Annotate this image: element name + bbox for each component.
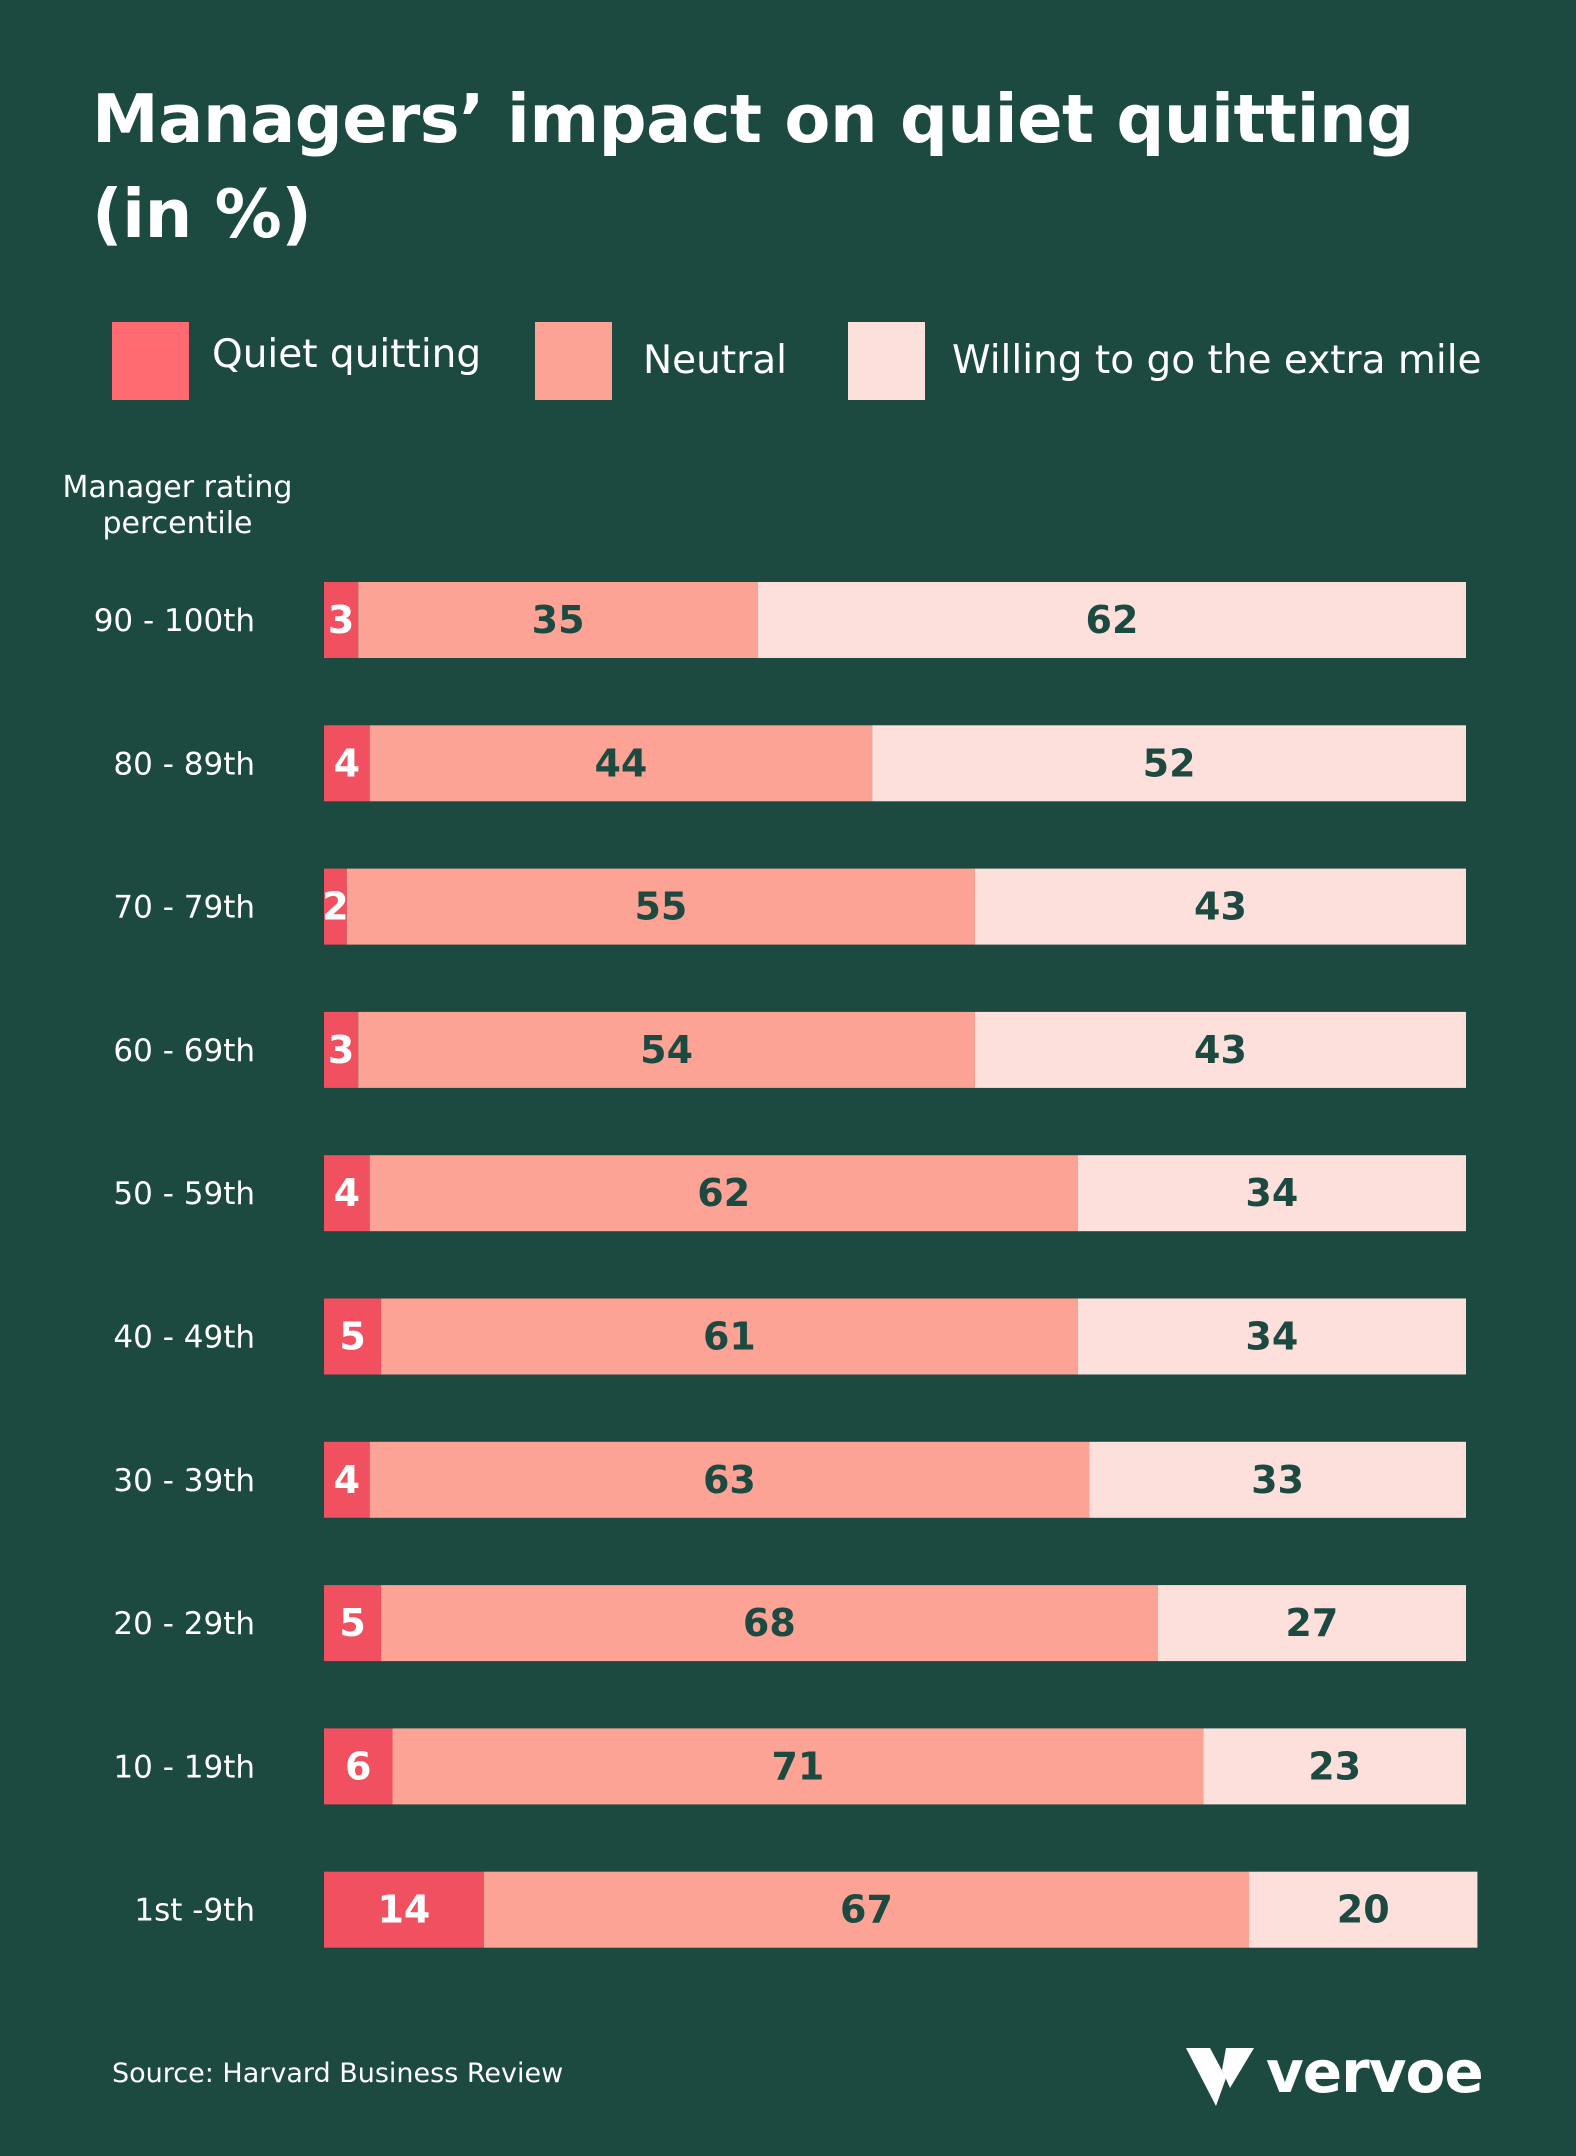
- data-label-neutral: 71: [771, 1744, 824, 1788]
- bar-segment-quiet-quitting: [324, 1585, 382, 1662]
- bar-segment-willing-to-go-the-extra-mile: [1077, 1155, 1466, 1232]
- bar-segment-willing-to-go-the-extra-mile: [1249, 1871, 1478, 1948]
- data-label-neutral: 35: [532, 598, 585, 642]
- bar-row: 20 - 29th 5 68 27: [113, 1585, 1466, 1662]
- bar-segment-quiet-quitting: [324, 1728, 393, 1805]
- data-label-neutral: 54: [640, 1028, 693, 1072]
- bar-segment-quiet-quitting: [324, 1155, 370, 1232]
- data-label-neutral: 55: [634, 885, 687, 929]
- bar-row: 30 - 39th 4 63 33: [113, 1441, 1466, 1518]
- bar-segment-willing-to-go-the-extra-mile: [1157, 1585, 1466, 1662]
- data-label-willing-to-go-the-extra-mile: 34: [1245, 1171, 1298, 1215]
- axis-title: Manager rating percentile: [62, 470, 293, 541]
- bar-segment-willing-to-go-the-extra-mile: [872, 725, 1466, 802]
- bar-row: 90 - 100th 3 35 62: [94, 582, 1466, 658]
- category-label: 10 - 19th: [113, 1749, 255, 1785]
- category-label: 30 - 39th: [113, 1463, 255, 1499]
- data-label-willing-to-go-the-extra-mile: 23: [1308, 1744, 1361, 1788]
- bar-segment-quiet-quitting: [324, 1011, 359, 1088]
- bar-row: 50 - 59th 4 62 34: [113, 1155, 1466, 1232]
- data-label-neutral: 44: [594, 741, 647, 785]
- category-label: 20 - 29th: [113, 1606, 255, 1642]
- bar-segment-neutral: [381, 1585, 1158, 1662]
- data-label-willing-to-go-the-extra-mile: 27: [1285, 1601, 1338, 1645]
- legend-label-extra-mile: Willing to go the extra mile: [952, 338, 1482, 383]
- bar-segment-neutral: [346, 868, 975, 945]
- bar-segment-willing-to-go-the-extra-mile: [1203, 1728, 1466, 1805]
- data-label-willing-to-go-the-extra-mile: 62: [1086, 598, 1139, 642]
- bar-segment-willing-to-go-the-extra-mile: [1077, 1298, 1466, 1375]
- bar-segment-quiet-quitting: [324, 582, 359, 658]
- legend-swatch-extra-mile: [848, 322, 925, 400]
- bar-segment-neutral: [369, 725, 873, 802]
- bar-segment-quiet-quitting: [324, 1871, 484, 1948]
- bar-row: 40 - 49th 5 61 34: [113, 1298, 1466, 1375]
- bar-segment-neutral: [381, 1298, 1078, 1375]
- bar-segment-quiet-quitting: [324, 725, 370, 802]
- data-label-neutral: 67: [840, 1888, 893, 1932]
- data-label-neutral: 63: [703, 1458, 756, 1502]
- bar-segment-neutral: [392, 1728, 1204, 1805]
- brand-wordmark: vervoe: [1266, 2038, 1484, 2106]
- data-label-neutral: 62: [697, 1171, 750, 1215]
- vervoe-logo-icon: [1186, 2048, 1254, 2106]
- data-label-quiet-quitting: 14: [377, 1888, 430, 1932]
- bar-segment-neutral: [358, 1011, 975, 1088]
- bar-row: 70 - 79th 2 55 43: [113, 868, 1466, 945]
- bar-segment-neutral: [369, 1155, 1078, 1232]
- category-label: 1st -9th: [134, 1893, 255, 1929]
- data-label-quiet-quitting: 4: [334, 1458, 360, 1502]
- bar-segment-quiet-quitting: [324, 1298, 382, 1375]
- bar-segment-willing-to-go-the-extra-mile: [974, 868, 1466, 945]
- legend-label-neutral: Neutral: [643, 338, 787, 383]
- category-label: 60 - 69th: [113, 1033, 255, 1069]
- bar-segment-neutral: [358, 582, 758, 658]
- bar-segment-quiet-quitting: [324, 868, 347, 945]
- bar-segment-willing-to-go-the-extra-mile: [1089, 1441, 1466, 1518]
- bar-segment-willing-to-go-the-extra-mile: [974, 1011, 1466, 1088]
- bar-segment-neutral: [483, 1871, 1250, 1948]
- data-label-neutral: 61: [703, 1315, 756, 1359]
- category-label: 70 - 79th: [113, 890, 255, 926]
- category-label: 50 - 59th: [113, 1176, 255, 1212]
- bar-segment-willing-to-go-the-extra-mile: [757, 582, 1466, 658]
- chart-title: Managers’ impact on quiet quitting (in %…: [92, 80, 1414, 253]
- bar-row: 60 - 69th 3 54 43: [113, 1011, 1466, 1088]
- legend-swatch-neutral: [535, 322, 612, 400]
- data-label-quiet-quitting: 5: [339, 1601, 365, 1645]
- data-label-quiet-quitting: 4: [334, 1171, 360, 1215]
- data-label-quiet-quitting: 4: [334, 741, 360, 785]
- data-label-quiet-quitting: 5: [339, 1315, 365, 1359]
- legend-swatch-quiet-quitting: [112, 322, 189, 400]
- data-label-quiet-quitting: 3: [328, 1028, 354, 1072]
- data-label-quiet-quitting: 6: [345, 1744, 371, 1788]
- category-label: 80 - 89th: [113, 746, 255, 782]
- bar-segment-quiet-quitting: [324, 1441, 370, 1518]
- category-label: 40 - 49th: [113, 1320, 255, 1356]
- source-note: Source: Harvard Business Review: [112, 2058, 564, 2089]
- data-label-quiet-quitting: 3: [328, 598, 354, 642]
- data-label-willing-to-go-the-extra-mile: 34: [1245, 1315, 1298, 1359]
- bar-segment-neutral: [369, 1441, 1090, 1518]
- bar-row: 10 - 19th 6 71 23: [113, 1728, 1466, 1805]
- bar-row: 80 - 89th 4 44 52: [113, 725, 1466, 802]
- data-label-willing-to-go-the-extra-mile: 20: [1337, 1888, 1390, 1932]
- legend-label-quiet-quitting: Quiet quitting: [212, 332, 482, 377]
- bar-row: 1st -9th 14 67 20: [134, 1871, 1478, 1948]
- data-label-willing-to-go-the-extra-mile: 43: [1194, 885, 1247, 929]
- data-label-willing-to-go-the-extra-mile: 33: [1251, 1458, 1304, 1502]
- data-label-willing-to-go-the-extra-mile: 52: [1143, 741, 1196, 785]
- data-label-willing-to-go-the-extra-mile: 43: [1194, 1028, 1247, 1072]
- category-label: 90 - 100th: [94, 603, 255, 639]
- data-label-quiet-quitting: 2: [322, 885, 348, 929]
- data-label-neutral: 68: [743, 1601, 796, 1645]
- brand-logo: vervoe: [1186, 2038, 1486, 2112]
